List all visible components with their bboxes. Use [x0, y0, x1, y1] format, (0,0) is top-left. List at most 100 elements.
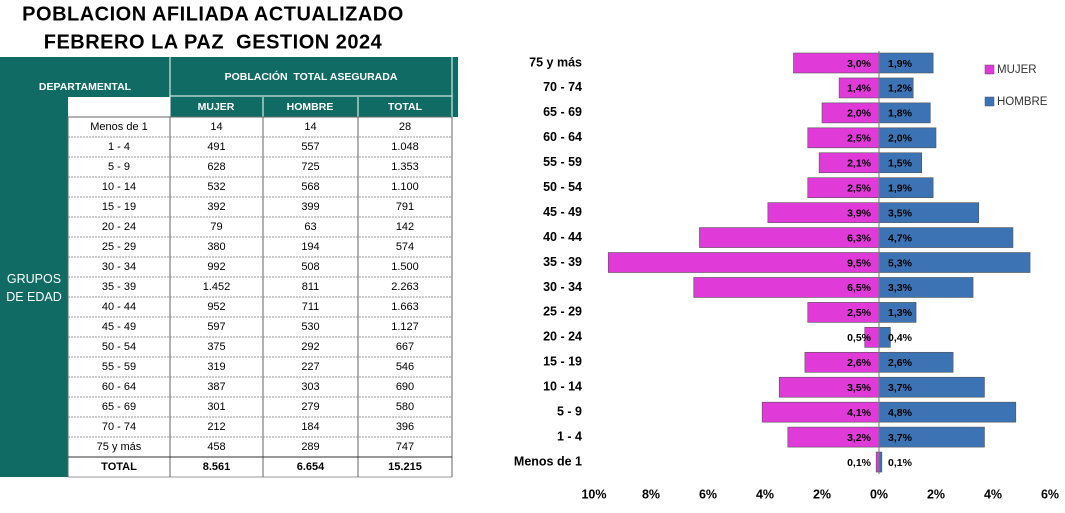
table-cell: 292: [301, 341, 319, 353]
table-cell: 574: [396, 241, 414, 253]
table-cell: 1 - 4: [108, 141, 130, 153]
table-cell: 491: [207, 141, 225, 153]
title-line: FEBRERO LA PAZ GESTION 2024: [44, 31, 383, 53]
header-cell: DEPARTAMENTAL: [39, 81, 132, 93]
table-cell: 952: [207, 301, 225, 313]
table-cell: 70 - 74: [102, 421, 136, 433]
legend-label: MUJER: [997, 64, 1037, 76]
bar: [607, 252, 880, 273]
y-tick-label: 5 - 9: [557, 404, 582, 418]
header-cell: POBLACIÓN TOTAL ASEGURADA: [225, 70, 398, 83]
chart: 10% 8% 6% 4% 2% 0% 2% 4% 6% 75 y más 70 - 74 65 - 6…: [514, 51, 1059, 501]
table-body: Menos de 1 14 14 28 1 - 4 491 557 1.048 5 - 9 628…: [67, 116, 453, 478]
table-cell: 303: [301, 381, 319, 393]
table-header-bg: [0, 57, 458, 97]
value-label: 1,5%: [888, 158, 913, 170]
table-cell: 628: [207, 161, 225, 173]
legend-swatch: [984, 64, 995, 75]
row-group-label: GRUPOS DE EDAD: [6, 272, 62, 304]
table-cell: 227: [301, 361, 319, 373]
table-cell: 580: [396, 401, 414, 413]
table-cell: 690: [396, 381, 414, 393]
table-cell: 45 - 49: [102, 321, 136, 333]
table-cell: 60 - 64: [102, 381, 136, 393]
value-label: 1,9%: [888, 58, 913, 70]
table-cell: Menos de 1: [90, 121, 147, 133]
table-cell: 14: [210, 121, 222, 133]
table-cell: 530: [301, 321, 319, 333]
table-cell: 50 - 54: [102, 341, 136, 353]
value-label: 1,4%: [847, 83, 872, 95]
value-label: 3,9%: [847, 207, 872, 219]
table-cell: 1.452: [203, 281, 231, 293]
table-cell: 20 - 24: [102, 221, 136, 233]
table-cell: 532: [207, 181, 225, 193]
table-cell: 1.048: [391, 141, 419, 153]
value-label: 0,1%: [888, 457, 913, 469]
table-cell: 380: [207, 241, 225, 253]
table-cell: 5 - 9: [108, 161, 130, 173]
header-cell: HOMBRE: [287, 101, 334, 113]
value-label: 5,3%: [888, 257, 913, 269]
y-tick-label: 55 - 59: [543, 155, 582, 169]
value-label: 3,5%: [847, 382, 872, 394]
table-cell: 546: [396, 361, 414, 373]
value-label: 3,0%: [847, 58, 872, 70]
table-cell: 375: [207, 341, 225, 353]
table-cell: 79: [210, 221, 222, 233]
table-cell: 1.663: [391, 301, 419, 313]
table-cell: 15 - 19: [102, 201, 136, 213]
table-cell: 10 - 14: [102, 181, 136, 193]
table-cell: 711: [302, 301, 320, 313]
value-label: 6,3%: [847, 232, 872, 244]
y-tick-label: 1 - 4: [557, 429, 582, 443]
table-cell: 279: [301, 401, 319, 413]
table-cell: 387: [207, 381, 225, 393]
table-cell: 30 - 34: [102, 261, 136, 273]
table-cell: 184: [301, 421, 319, 433]
table-cell: 142: [396, 221, 414, 233]
value-label: 3,5%: [888, 207, 913, 219]
table-cell: 289: [301, 441, 319, 453]
table-cell: 568: [301, 181, 319, 193]
value-label: 0,5%: [847, 332, 872, 344]
table-cell: 508: [301, 261, 319, 273]
value-label: 2,6%: [888, 357, 913, 369]
table-cell: 667: [396, 341, 414, 353]
value-label: 1,9%: [888, 182, 913, 194]
x-tick-label: 2%: [813, 487, 831, 501]
table-cell: 1.500: [391, 261, 419, 273]
table-cell: 28: [399, 121, 411, 133]
table-cell: 14: [304, 121, 316, 133]
table-cell: 725: [301, 161, 319, 173]
table-cell: 992: [207, 261, 225, 273]
table-cell: 2.263: [391, 281, 419, 293]
y-tick-label: 50 - 54: [543, 180, 582, 194]
table-cell: 25 - 29: [102, 241, 136, 253]
value-label: 9,5%: [847, 257, 872, 269]
table-cell: 15.215: [388, 461, 422, 473]
value-label: 4,7%: [888, 232, 913, 244]
row-group-bg: [0, 97, 68, 477]
table-cell: 6.654: [297, 461, 325, 473]
value-label: 3,3%: [888, 282, 913, 294]
value-label: 6,5%: [847, 282, 872, 294]
table-cell: 747: [396, 441, 414, 453]
row-group-cell: GRUPOS DE EDAD: [6, 272, 62, 304]
y-tick-label: 40 - 44: [543, 230, 582, 244]
table-cell: 399: [301, 201, 319, 213]
x-tick-label: 6%: [1041, 487, 1059, 501]
y-tick-label: 70 - 74: [543, 80, 582, 94]
value-label: 3,7%: [888, 432, 913, 444]
table-cell: 301: [207, 401, 225, 413]
value-label: 4,8%: [888, 407, 913, 419]
header-cell: TOTAL: [388, 101, 423, 113]
value-label: 3,7%: [888, 382, 913, 394]
x-tick-label: 0%: [870, 487, 888, 501]
y-tick-label: 30 - 34: [543, 280, 582, 294]
legend-swatch: [984, 96, 995, 107]
table-cell: 319: [207, 361, 225, 373]
table-cell: 597: [207, 321, 225, 333]
value-label: 2,1%: [847, 158, 872, 170]
